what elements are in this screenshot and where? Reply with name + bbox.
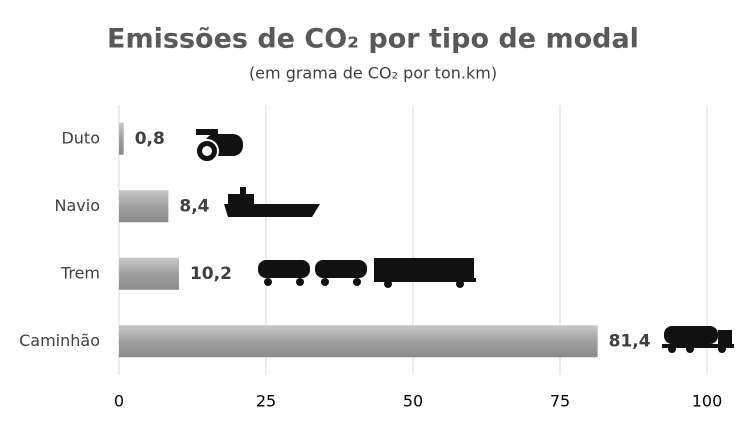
value-label: 8,4	[179, 196, 209, 216]
y-tick-label: Navio	[55, 196, 100, 215]
chart-subtitle: (em grama de CO₂ por ton.km)	[249, 64, 497, 83]
value-label: 10,2	[190, 264, 232, 284]
bar	[119, 190, 169, 223]
y-tick-label: Trem	[60, 263, 100, 282]
ship-icon	[224, 187, 320, 217]
value-label: 81,4	[609, 331, 651, 351]
bar	[119, 257, 179, 290]
bar	[119, 122, 124, 155]
x-tick-label: 50	[403, 392, 423, 411]
bar	[119, 325, 598, 358]
truck-icon	[662, 326, 734, 353]
x-tick-label: 100	[692, 392, 723, 411]
icons	[195, 129, 734, 353]
plot-area: 0 25 50 75 100 Duto 0,8 Navio 8,4 Trem 10,2 Caminhã…	[19, 105, 722, 411]
x-tick-label: 25	[256, 392, 276, 411]
x-tick-label: 0	[114, 392, 124, 411]
y-tick-label: Caminhão	[19, 331, 100, 350]
value-label: 0,8	[135, 129, 165, 149]
pipe-icon	[195, 129, 243, 163]
x-tick-label: 75	[550, 392, 570, 411]
chart-title: Emissões de CO₂ por tipo de modal	[107, 24, 639, 55]
train-icon	[258, 258, 476, 288]
y-tick-label: Duto	[61, 128, 100, 147]
